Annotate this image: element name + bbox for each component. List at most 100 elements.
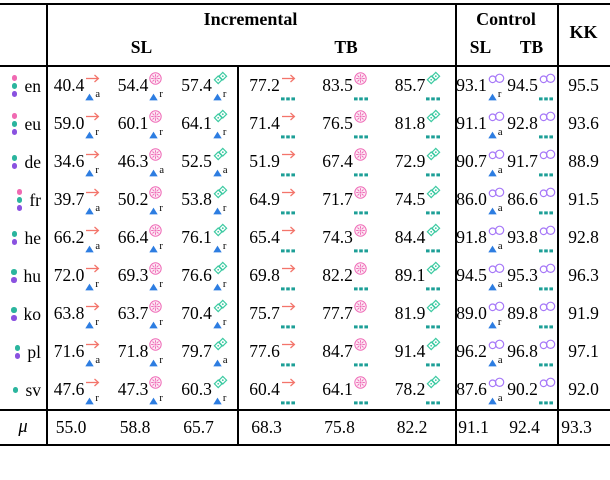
superscript-slot: [354, 147, 367, 161]
superscript-slot: [281, 224, 296, 237]
arrow-icon: [86, 226, 100, 234]
superscript-slot: [488, 186, 505, 199]
superscript-slot: [354, 71, 367, 85]
score-cell: 77.7: [310, 295, 383, 333]
superscript-slot: [213, 261, 228, 275]
superscript-slot: [85, 300, 100, 313]
subscript-letter: r: [222, 279, 227, 290]
dashes-icon: [538, 134, 553, 138]
table-body: en 40.4 a 54.4 r 57.4: [0, 67, 610, 409]
score-marks: [353, 337, 371, 367]
loop-icon: [539, 377, 556, 387]
subscript-slot: a: [488, 203, 502, 215]
subscript-slot: [426, 243, 441, 253]
triangle-icon: [149, 359, 159, 366]
score-cell: 46.3 a: [110, 143, 174, 181]
language-label-cell: sv: [0, 371, 46, 409]
purple-dot: [11, 277, 17, 283]
score-value: 59.0: [53, 113, 85, 134]
subscript-letter: r: [159, 127, 163, 138]
subscript-letter: r: [159, 355, 163, 366]
score-marks: [426, 261, 443, 291]
subscript-slot: r: [488, 317, 501, 329]
arrow-icon: [281, 188, 296, 196]
score-marks: [538, 338, 556, 367]
arrow-icon: [86, 150, 100, 158]
score-value: 54.4: [117, 75, 149, 96]
language-code: pl: [27, 341, 41, 362]
loop-icon: [488, 73, 505, 83]
score-marks: r: [149, 223, 166, 253]
language-dots: [11, 307, 17, 321]
subscript-slot: [426, 205, 441, 215]
score-cell: 72.9: [383, 143, 455, 181]
flower-icon: [354, 71, 367, 85]
dashes-icon: [426, 248, 441, 252]
triangle-icon: [85, 169, 95, 176]
subscript-letter: r: [95, 127, 99, 138]
score-marks: a: [488, 224, 505, 253]
score-value: 91.7: [507, 151, 538, 172]
score-cell: 72.0 r: [46, 257, 110, 295]
score-cell: 88.9: [557, 143, 610, 181]
triangle-icon: [488, 359, 497, 366]
flower-icon: [149, 109, 163, 123]
score-cell: 39.7 a: [46, 181, 110, 219]
score-marks: [426, 375, 443, 405]
score-marks: [280, 148, 298, 177]
subscript-slot: a: [85, 241, 100, 253]
language-dots: [11, 113, 18, 135]
superscript-slot: [281, 376, 296, 389]
dashes-icon: [353, 134, 368, 138]
subscript-slot: a: [213, 165, 227, 177]
table-rule-vertical-sltb: [237, 65, 239, 446]
score-cell: 77.6: [237, 333, 310, 371]
score-value: 64.1: [322, 379, 353, 400]
score-marks: [538, 262, 556, 291]
subscript-slot: a: [488, 165, 502, 177]
score-value: 71.4: [249, 113, 280, 134]
superscript-slot: [85, 224, 100, 237]
subscript-letter: r: [159, 241, 163, 252]
subscript-slot: r: [149, 317, 163, 329]
subscript-slot: r: [149, 355, 163, 367]
superscript-slot: [85, 376, 100, 389]
subscript-slot: [280, 167, 296, 177]
score-value: 95.3: [507, 265, 538, 286]
triangle-icon: [85, 283, 95, 290]
dashes-icon: [280, 210, 295, 214]
superscript-slot: [426, 71, 441, 85]
score-cell: 77.2: [237, 67, 310, 105]
score-value: 71.6: [53, 341, 85, 362]
superscript-slot: [213, 337, 228, 351]
score-value: 76.5: [322, 113, 353, 134]
score-cell: 91.5: [557, 181, 610, 219]
score-marks: a: [488, 376, 505, 405]
score-marks: [426, 185, 443, 215]
subscript-slot: r: [149, 241, 163, 253]
score-marks: a: [488, 338, 505, 367]
superscript-slot: [426, 109, 441, 123]
loop-icon: [539, 339, 556, 349]
triangle-icon: [85, 207, 95, 214]
score-marks: r: [85, 376, 102, 405]
flower-icon: [354, 185, 367, 199]
subscript-letter: r: [95, 393, 99, 404]
superscript-slot: [149, 375, 163, 389]
score-cell: 94.5: [506, 67, 557, 105]
score-value: 88.9: [568, 151, 599, 172]
purple-dot: [11, 91, 18, 97]
loop-icon: [488, 339, 505, 349]
diamond-icon: [426, 375, 441, 389]
score-cell: 78.2: [383, 371, 455, 409]
dashes-icon: [538, 172, 553, 176]
subscript-letter: r: [222, 89, 227, 100]
subscript-slot: [353, 395, 369, 405]
subscript-letter: r: [222, 317, 227, 328]
subscript-slot: a: [488, 355, 502, 367]
score-marks: [353, 185, 371, 215]
arrow-icon: [86, 302, 100, 310]
triangle-icon: [488, 93, 497, 100]
triangle-icon: [488, 207, 497, 214]
arrow-icon: [281, 378, 296, 386]
